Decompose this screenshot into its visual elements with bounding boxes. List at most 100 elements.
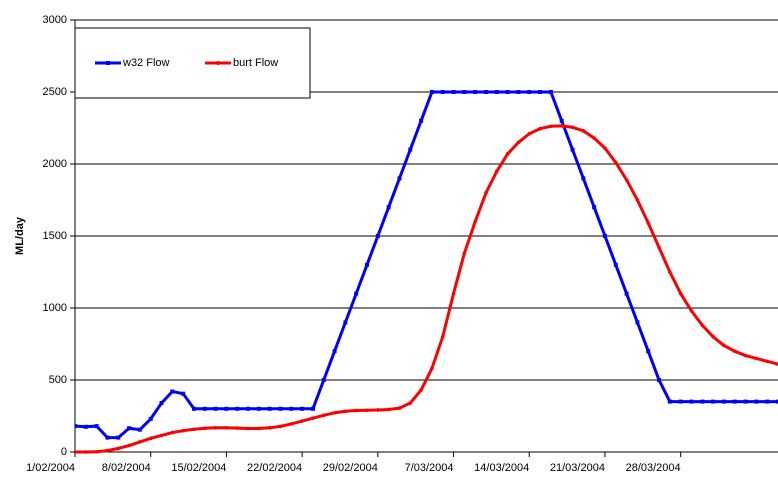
marker bbox=[148, 416, 153, 421]
marker bbox=[332, 349, 337, 354]
marker bbox=[689, 399, 694, 404]
marker bbox=[602, 234, 607, 238]
marker bbox=[105, 435, 110, 440]
series-line bbox=[75, 124, 778, 454]
marker bbox=[75, 424, 77, 429]
marker bbox=[354, 408, 359, 413]
series bbox=[75, 90, 778, 440]
marker bbox=[516, 140, 521, 145]
series-line bbox=[75, 90, 778, 440]
marker bbox=[310, 406, 315, 411]
marker bbox=[635, 198, 640, 202]
x-tick-label: 1/02/2004 bbox=[26, 462, 75, 474]
marker bbox=[527, 131, 532, 136]
y-tick-label: 500 bbox=[49, 374, 67, 386]
marker bbox=[495, 169, 499, 173]
x-tick-label: 21/03/2004 bbox=[550, 462, 605, 474]
marker bbox=[213, 406, 218, 411]
marker bbox=[192, 427, 196, 432]
marker bbox=[646, 221, 651, 225]
marker bbox=[267, 426, 272, 430]
marker bbox=[494, 90, 499, 94]
marker bbox=[375, 234, 380, 238]
marker bbox=[257, 426, 261, 431]
marker bbox=[765, 359, 769, 364]
marker bbox=[754, 356, 759, 361]
y-tick-label: 2500 bbox=[43, 86, 67, 98]
marker bbox=[408, 147, 413, 152]
marker bbox=[278, 424, 283, 429]
marker bbox=[711, 335, 715, 339]
marker bbox=[678, 291, 683, 296]
y-axis-label: ML/day bbox=[14, 216, 26, 255]
legend: w32 Flow burt Flow bbox=[74, 27, 311, 99]
marker bbox=[559, 124, 564, 128]
marker bbox=[397, 176, 402, 181]
marker bbox=[548, 90, 553, 94]
series bbox=[75, 124, 778, 454]
marker bbox=[473, 90, 478, 94]
marker bbox=[159, 401, 164, 406]
x-tick-label: 8/02/2004 bbox=[102, 462, 151, 474]
marker bbox=[127, 443, 131, 448]
marker bbox=[743, 399, 748, 404]
marker bbox=[386, 407, 391, 412]
marker bbox=[419, 388, 423, 392]
marker bbox=[689, 309, 694, 313]
marker bbox=[321, 413, 326, 418]
marker bbox=[246, 406, 251, 411]
marker bbox=[289, 406, 294, 411]
marker bbox=[332, 411, 337, 415]
marker bbox=[754, 399, 759, 404]
y-tick-label: 1500 bbox=[43, 230, 67, 242]
marker bbox=[321, 378, 326, 382]
marker bbox=[484, 191, 488, 195]
marker bbox=[624, 178, 629, 182]
legend-label: burt Flow bbox=[233, 57, 278, 69]
marker bbox=[505, 90, 510, 94]
marker bbox=[440, 335, 445, 339]
marker bbox=[657, 245, 661, 250]
marker bbox=[224, 406, 229, 411]
marker bbox=[343, 409, 348, 414]
marker bbox=[116, 435, 121, 440]
marker bbox=[84, 450, 88, 454]
x-tick-label: 7/03/2004 bbox=[405, 462, 454, 474]
marker bbox=[743, 353, 748, 358]
marker bbox=[170, 389, 175, 394]
marker bbox=[613, 160, 618, 165]
marker bbox=[538, 126, 542, 131]
marker bbox=[191, 406, 196, 411]
marker bbox=[94, 449, 99, 454]
marker bbox=[473, 219, 477, 224]
marker bbox=[83, 424, 88, 429]
marker bbox=[732, 349, 737, 354]
marker bbox=[365, 408, 369, 413]
marker bbox=[505, 152, 510, 156]
y-tick-label: 3000 bbox=[43, 14, 67, 26]
marker bbox=[224, 426, 229, 430]
legend-marker bbox=[216, 61, 220, 65]
marker bbox=[116, 446, 121, 451]
marker bbox=[430, 366, 434, 371]
marker bbox=[678, 399, 683, 404]
marker bbox=[592, 205, 597, 210]
marker bbox=[581, 176, 586, 181]
marker bbox=[527, 90, 532, 94]
marker bbox=[181, 428, 185, 433]
marker bbox=[94, 424, 99, 429]
marker bbox=[570, 125, 575, 130]
y-tick-label: 2000 bbox=[43, 158, 67, 170]
marker bbox=[603, 146, 607, 150]
marker bbox=[559, 118, 564, 123]
marker bbox=[137, 427, 142, 432]
marker bbox=[483, 90, 488, 94]
marker bbox=[300, 419, 304, 423]
marker bbox=[278, 406, 283, 411]
marker bbox=[711, 399, 716, 404]
legend-label: w32 Flow bbox=[122, 57, 170, 69]
marker bbox=[148, 436, 153, 441]
marker bbox=[700, 323, 705, 328]
x-tick-label: 14/03/2004 bbox=[474, 462, 529, 474]
